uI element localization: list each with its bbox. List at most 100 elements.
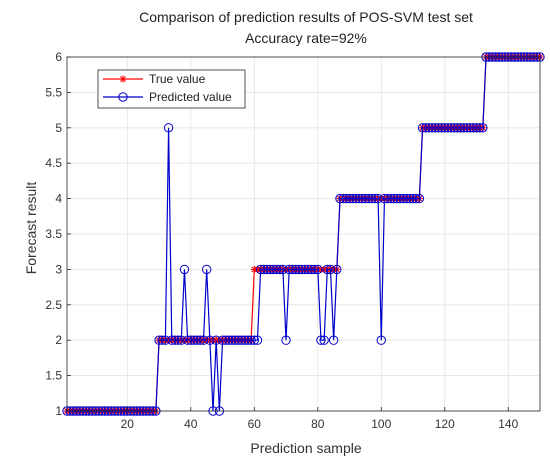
x-tick-label: 100 — [371, 417, 391, 431]
legend-true-label: True value — [149, 72, 206, 86]
predicted-value-point — [322, 264, 333, 275]
y-tick-label: 1.5 — [45, 369, 62, 383]
y-tick-label: 3.5 — [45, 227, 62, 241]
predicted-value-point — [478, 123, 488, 133]
x-axis-label: Prediction sample — [250, 440, 361, 456]
predicted-value-point — [465, 123, 475, 133]
x-tick-label: 60 — [248, 417, 262, 431]
predicted-value-point — [417, 123, 428, 133]
legend: True value Predicted value — [97, 69, 246, 109]
y-tick-label: 6 — [55, 50, 62, 64]
predicted-value-point — [246, 335, 256, 345]
predicted-value-point — [233, 335, 244, 345]
predicted-value-point — [303, 264, 313, 275]
y-tick-label: 4.5 — [45, 156, 62, 170]
predicted-value-point — [376, 335, 386, 345]
predicted-value-point — [335, 193, 345, 204]
legend-predicted-marker — [118, 92, 128, 102]
predicted-value-point — [436, 123, 447, 133]
predicted-value-point — [176, 335, 186, 345]
legend-true-asterisk — [119, 75, 127, 83]
legend-predicted-label: Predicted value — [149, 90, 232, 104]
predicted-value-point — [249, 335, 259, 345]
predicted-value-point — [252, 335, 263, 345]
predicted-value-point — [344, 193, 355, 204]
predicted-value-point — [446, 123, 456, 133]
predicted-value-point — [211, 335, 221, 345]
predicted-value-point — [198, 335, 209, 345]
predicted-value-point — [182, 335, 193, 345]
predicted-value-point — [201, 264, 212, 275]
y-tick-label: 5.5 — [45, 85, 62, 99]
predicted-value-point — [294, 264, 304, 275]
predicted-value-point — [462, 123, 472, 133]
y-tick-label: 5 — [55, 121, 62, 135]
predicted-value-point — [382, 193, 393, 204]
predicted-value-point — [259, 264, 269, 275]
predicted-value-point — [360, 193, 371, 204]
y-axis-ticks: 1 1.5 2 2.5 3 3.5 4 4.5 5 5.5 6 — [45, 50, 71, 418]
predicted-value-point — [474, 123, 485, 133]
predicted-value-point — [459, 123, 469, 133]
predicted-value-point — [443, 123, 453, 133]
predicted-value-point — [173, 335, 183, 345]
predicted-value-point — [313, 264, 323, 275]
chart-title: Comparison of prediction results of POS-… — [139, 9, 473, 25]
predicted-value-point — [468, 123, 479, 133]
x-tick-label: 40 — [184, 417, 198, 431]
predicted-value-point — [386, 193, 396, 204]
x-tick-label: 120 — [435, 417, 455, 431]
predicted-value-point — [430, 123, 440, 133]
predicted-value-point — [452, 123, 463, 133]
predicted-value-point — [221, 335, 231, 345]
predicted-value-point — [170, 335, 180, 345]
y-tick-label: 2 — [55, 333, 62, 347]
predicted-value-point — [408, 193, 418, 204]
predicted-value-point — [240, 335, 250, 345]
predicted-value-point — [316, 335, 326, 345]
predicted-value-point — [265, 264, 275, 275]
predicted-value-point — [262, 264, 272, 275]
predicted-value-point — [284, 264, 294, 275]
y-tick-label: 4 — [55, 192, 62, 206]
predicted-value-point — [398, 193, 409, 204]
predicted-value-point — [367, 193, 377, 204]
predicted-value-point — [179, 264, 190, 275]
predicted-value-point — [163, 123, 174, 133]
predicted-value-point — [341, 193, 352, 204]
predicted-value-point — [300, 264, 310, 275]
predicted-value-point — [268, 264, 279, 275]
x-tick-label: 140 — [498, 417, 518, 431]
legend-true-marker — [119, 75, 127, 83]
predicted-value-point — [389, 193, 399, 204]
chart-subtitle: Accuracy rate=92% — [245, 30, 367, 46]
predicted-value-point — [332, 264, 342, 275]
predicted-value-point — [455, 123, 466, 133]
predicted-value-point — [401, 193, 412, 204]
predicted-value-point — [274, 264, 285, 275]
predicted-value-point — [287, 264, 298, 275]
predicted-value-point — [195, 335, 206, 345]
predicted-value-point — [319, 335, 329, 345]
predicted-value-point — [379, 193, 390, 204]
predicted-value-point — [297, 264, 307, 275]
predicted-value-point — [255, 264, 266, 275]
predicted-value-point — [357, 193, 367, 204]
predicted-value-point — [395, 193, 406, 204]
predicted-value-point — [348, 193, 358, 204]
predicted-value-point — [373, 193, 383, 204]
predicted-value-point — [217, 335, 228, 345]
x-tick-label: 20 — [121, 417, 135, 431]
predicted-value-point — [328, 335, 339, 345]
predicted-value-point — [281, 335, 291, 345]
predicted-value-point — [392, 193, 402, 204]
predicted-value-point — [230, 335, 240, 345]
predicted-value-point — [271, 264, 282, 275]
predicted-value-point — [424, 123, 434, 133]
predicted-value-point — [236, 335, 247, 345]
predicted-value-point — [427, 123, 437, 133]
predicted-value-point — [290, 264, 301, 275]
predicted-value-point — [278, 264, 288, 275]
predicted-value-point — [309, 264, 320, 275]
